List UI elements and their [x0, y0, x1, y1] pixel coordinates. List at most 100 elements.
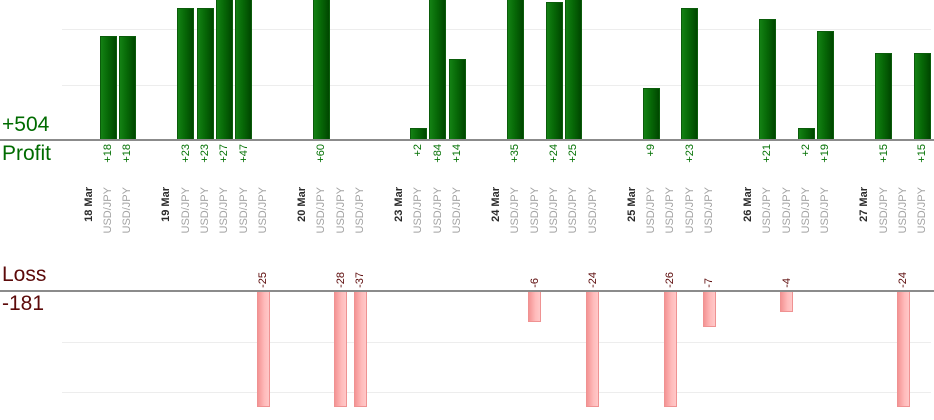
- loss-bar: [334, 292, 348, 407]
- loss-value-label: -7: [703, 278, 716, 288]
- date-label: 23 Mar: [392, 187, 405, 222]
- group-gap: [370, 0, 389, 420]
- symbol-cell: USD/JPY: [195, 187, 214, 257]
- profit-value-label: +21: [761, 144, 774, 163]
- date-slot: 25 Mar: [622, 0, 641, 420]
- profit-bar: [817, 31, 835, 139]
- symbol-cell: USD/JPY: [874, 187, 893, 257]
- symbol-label: USD/JPY: [121, 187, 134, 234]
- symbol-cell: USD/JPY: [777, 187, 796, 257]
- group-gap: [137, 0, 156, 420]
- trade-column: +15 USD/JPY: [913, 0, 932, 420]
- trade-group: 19 Mar +23 USD/JPY +23 USD/JPY +27 USD/JPY +47 U…: [157, 0, 273, 420]
- symbol-label: USD/JPY: [877, 187, 890, 234]
- trade-column: +15 USD/JPY: [874, 0, 893, 420]
- trade-column: +21 USD/JPY: [758, 0, 777, 420]
- trade-column: +2 USD/JPY: [796, 0, 815, 420]
- trade-column: +18 USD/JPY: [118, 0, 137, 420]
- symbol-label: USD/JPY: [451, 187, 464, 234]
- loss-value-label: -4: [780, 278, 793, 288]
- date-label: 24 Mar: [489, 187, 502, 222]
- date-slot: 24 Mar: [486, 0, 505, 420]
- profit-bar: [99, 36, 117, 139]
- symbol-label: USD/JPY: [354, 187, 367, 234]
- profit-value-label: +18: [121, 144, 134, 163]
- symbol-cell: USD/JPY: [331, 187, 350, 257]
- symbol-cell: USD/JPY: [700, 187, 719, 257]
- trade-column: +2 USD/JPY: [409, 0, 428, 420]
- symbol-label: USD/JPY: [431, 187, 444, 234]
- loss-total: -181: [2, 292, 45, 315]
- loss-gridline: [62, 392, 931, 393]
- symbol-label: USD/JPY: [916, 187, 929, 234]
- profit-bar: [177, 8, 195, 139]
- symbol-cell: USD/JPY: [544, 187, 563, 257]
- trade-column: +47 USD/JPY: [234, 0, 253, 420]
- loss-value-label: -6: [528, 278, 541, 288]
- profit-value-label: +60: [315, 144, 328, 163]
- group-gap: [273, 0, 292, 420]
- loss-value-label: -24: [897, 272, 910, 288]
- trade-column: +23 USD/JPY: [176, 0, 195, 420]
- loss-axis-title: Loss: [2, 263, 47, 286]
- profit-total: +504: [2, 113, 50, 136]
- symbol-label: USD/JPY: [102, 187, 115, 234]
- loss-bar: [780, 292, 794, 312]
- trade-column: -25 USD/JPY: [254, 0, 273, 420]
- group-gap: [719, 0, 738, 420]
- loss-value-label: -24: [586, 272, 599, 288]
- loss-bar: [256, 292, 270, 407]
- symbol-label: USD/JPY: [761, 187, 774, 234]
- symbol-label: USD/JPY: [528, 187, 541, 234]
- trade-column: -6 USD/JPY: [525, 0, 544, 420]
- trade-group: 25 Mar +9 USD/JPY -26 USD/JPY +23 USD/JPY -7 USD…: [622, 0, 719, 420]
- symbol-cell: USD/JPY: [215, 187, 234, 257]
- symbol-label: USD/JPY: [237, 187, 250, 234]
- symbol-cell: USD/JPY: [118, 187, 137, 257]
- profit-value-label: +35: [509, 144, 522, 163]
- symbol-label: USD/JPY: [586, 187, 599, 234]
- symbol-cell: USD/JPY: [583, 187, 602, 257]
- profit-value-label: +84: [431, 144, 444, 163]
- profit-bar: [681, 8, 699, 139]
- date-cell: 26 Mar: [738, 187, 757, 257]
- profit-bar: [506, 0, 524, 139]
- symbol-cell: USD/JPY: [428, 187, 447, 257]
- loss-bar: [702, 292, 716, 327]
- trade-column: +84 USD/JPY: [428, 0, 447, 420]
- profit-value-label: +15: [916, 144, 929, 163]
- symbol-label: USD/JPY: [683, 187, 696, 234]
- date-slot: 26 Mar: [738, 0, 757, 420]
- symbol-cell: USD/JPY: [176, 187, 195, 257]
- date-label: 25 Mar: [625, 187, 638, 222]
- profit-value-label: +9: [644, 144, 657, 157]
- symbol-cell: USD/JPY: [564, 187, 583, 257]
- trade-column: +60 USD/JPY: [312, 0, 331, 420]
- loss-value-label: -25: [257, 272, 270, 288]
- symbol-cell: USD/JPY: [758, 187, 777, 257]
- profit-bar: [215, 0, 233, 139]
- trade-column: +23 USD/JPY: [680, 0, 699, 420]
- date-cell: 23 Mar: [389, 187, 408, 257]
- symbol-label: USD/JPY: [800, 187, 813, 234]
- profit-bar: [875, 53, 893, 139]
- date-label: 18 Mar: [82, 187, 95, 222]
- symbol-cell: USD/JPY: [641, 187, 660, 257]
- symbol-label: USD/JPY: [644, 187, 657, 234]
- date-slot: 27 Mar: [855, 0, 874, 420]
- symbol-label: USD/JPY: [897, 187, 910, 234]
- symbol-label: USD/JPY: [198, 187, 211, 234]
- profit-bar: [758, 19, 776, 139]
- date-cell: 20 Mar: [292, 187, 311, 257]
- loss-bar: [528, 292, 542, 322]
- trade-column: +19 USD/JPY: [816, 0, 835, 420]
- trade-column: -28 USD/JPY: [331, 0, 350, 420]
- profit-value-label: +47: [237, 144, 250, 163]
- profit-value-label: +23: [683, 144, 696, 163]
- trade-group: 18 Mar +18 USD/JPY +18 USD/JPY: [79, 0, 137, 420]
- trade-column: +23 USD/JPY: [195, 0, 214, 420]
- trade-columns: 18 Mar +18 USD/JPY +18 USD/JPY 19 Mar +23 USD/J…: [79, 0, 932, 420]
- symbol-cell: USD/JPY: [816, 187, 835, 257]
- profit-value-label: +24: [548, 144, 561, 163]
